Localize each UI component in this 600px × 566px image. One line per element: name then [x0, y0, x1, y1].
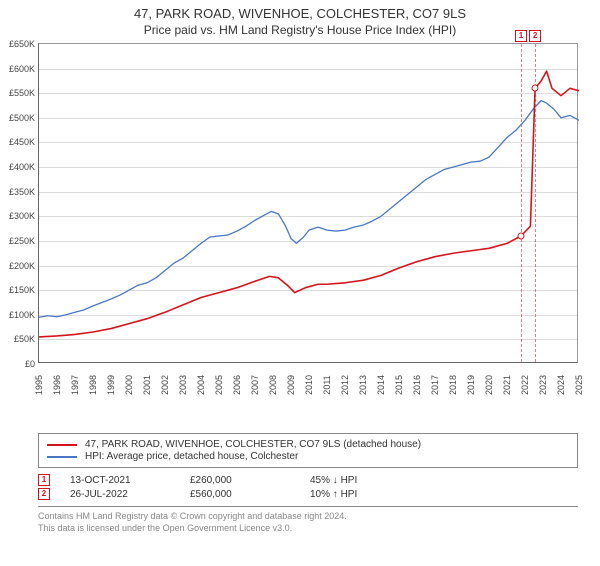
ytick-label: £250K [1, 236, 35, 246]
sales-price: £560,000 [190, 489, 310, 500]
ytick-label: £150K [1, 285, 35, 295]
sales-delta: 45% ↓ HPI [310, 475, 430, 486]
xtick-label: 2017 [430, 372, 440, 398]
xtick-label: 1996 [52, 372, 62, 398]
xtick-label: 2019 [466, 372, 476, 398]
series-line [39, 71, 579, 337]
xtick-label: 2014 [376, 372, 386, 398]
xtick-label: 2003 [178, 372, 188, 398]
xtick-label: 2022 [520, 372, 530, 398]
sales-date: 13-OCT-2021 [70, 475, 190, 486]
ytick-label: £650K [1, 39, 35, 49]
ytick-label: £450K [1, 137, 35, 147]
xtick-label: 2015 [394, 372, 404, 398]
xtick-label: 1997 [70, 372, 80, 398]
xtick-label: 2018 [448, 372, 458, 398]
ytick-label: £400K [1, 162, 35, 172]
xtick-label: 2001 [142, 372, 152, 398]
sale-marker-box: 1 [515, 30, 527, 42]
ytick-label: £500K [1, 113, 35, 123]
xtick-label: 2023 [538, 372, 548, 398]
ytick-label: £50K [1, 334, 35, 344]
xtick-label: 2021 [502, 372, 512, 398]
ytick-label: £300K [1, 211, 35, 221]
sales-delta: 10% ↑ HPI [310, 489, 430, 500]
sales-row: 2 26-JUL-2022£560,00010% ↑ HPI [38, 488, 578, 500]
sales-price: £260,000 [190, 475, 310, 486]
ytick-label: £0 [1, 359, 35, 369]
xtick-label: 2020 [484, 372, 494, 398]
legend-label: HPI: Average price, detached house, Colc… [85, 451, 298, 462]
ytick-label: £100K [1, 310, 35, 320]
xtick-label: 2011 [322, 372, 332, 398]
sale-dot [532, 85, 539, 92]
xtick-label: 2002 [160, 372, 170, 398]
xtick-label: 1995 [34, 372, 44, 398]
xtick-label: 2007 [250, 372, 260, 398]
xtick-label: 2005 [214, 372, 224, 398]
xtick-label: 2024 [556, 372, 566, 398]
legend-swatch [47, 456, 77, 458]
sale-index-box: 1 [38, 474, 50, 486]
plot-area: £0£50K£100K£150K£200K£250K£300K£350K£400… [38, 43, 578, 363]
ytick-label: £600K [1, 64, 35, 74]
legend-item: HPI: Average price, detached house, Colc… [47, 451, 569, 462]
xtick-label: 2006 [232, 372, 242, 398]
xtick-label: 2010 [304, 372, 314, 398]
xtick-label: 1999 [106, 372, 116, 398]
sales-row: 1 13-OCT-2021£260,00045% ↓ HPI [38, 474, 578, 486]
xtick-label: 2012 [340, 372, 350, 398]
legend-swatch [47, 444, 77, 446]
xtick-label: 2013 [358, 372, 368, 398]
chart-area: £0£50K£100K£150K£200K£250K£300K£350K£400… [38, 43, 598, 403]
legend-item: 47, PARK ROAD, WIVENHOE, COLCHESTER, CO7… [47, 439, 569, 450]
sale-dot [518, 233, 525, 240]
xtick-label: 2009 [286, 372, 296, 398]
ytick-label: £200K [1, 261, 35, 271]
series-line [39, 101, 579, 318]
legend-label: 47, PARK ROAD, WIVENHOE, COLCHESTER, CO7… [85, 439, 421, 450]
xtick-label: 2000 [124, 372, 134, 398]
chart-title: 47, PARK ROAD, WIVENHOE, COLCHESTER, CO7… [0, 6, 600, 21]
sale-index-box: 2 [38, 488, 50, 500]
sales-table: 1 13-OCT-2021£260,00045% ↓ HPI 2 26-JUL-202… [38, 474, 578, 507]
xtick-label: 1998 [88, 372, 98, 398]
sale-marker-box: 2 [529, 30, 541, 42]
legend: 47, PARK ROAD, WIVENHOE, COLCHESTER, CO7… [38, 433, 578, 468]
ytick-label: £550K [1, 88, 35, 98]
ytick-label: £350K [1, 187, 35, 197]
xtick-label: 2025 [574, 372, 584, 398]
attribution-line: Contains HM Land Registry data © Crown c… [38, 511, 578, 523]
xtick-label: 2008 [268, 372, 278, 398]
attribution: Contains HM Land Registry data © Crown c… [38, 511, 578, 534]
xtick-label: 2004 [196, 372, 206, 398]
chart-subtitle: Price paid vs. HM Land Registry's House … [0, 23, 600, 37]
sales-date: 26-JUL-2022 [70, 489, 190, 500]
line-series-svg [39, 44, 579, 364]
xtick-label: 2016 [412, 372, 422, 398]
attribution-line: This data is licensed under the Open Gov… [38, 523, 578, 535]
